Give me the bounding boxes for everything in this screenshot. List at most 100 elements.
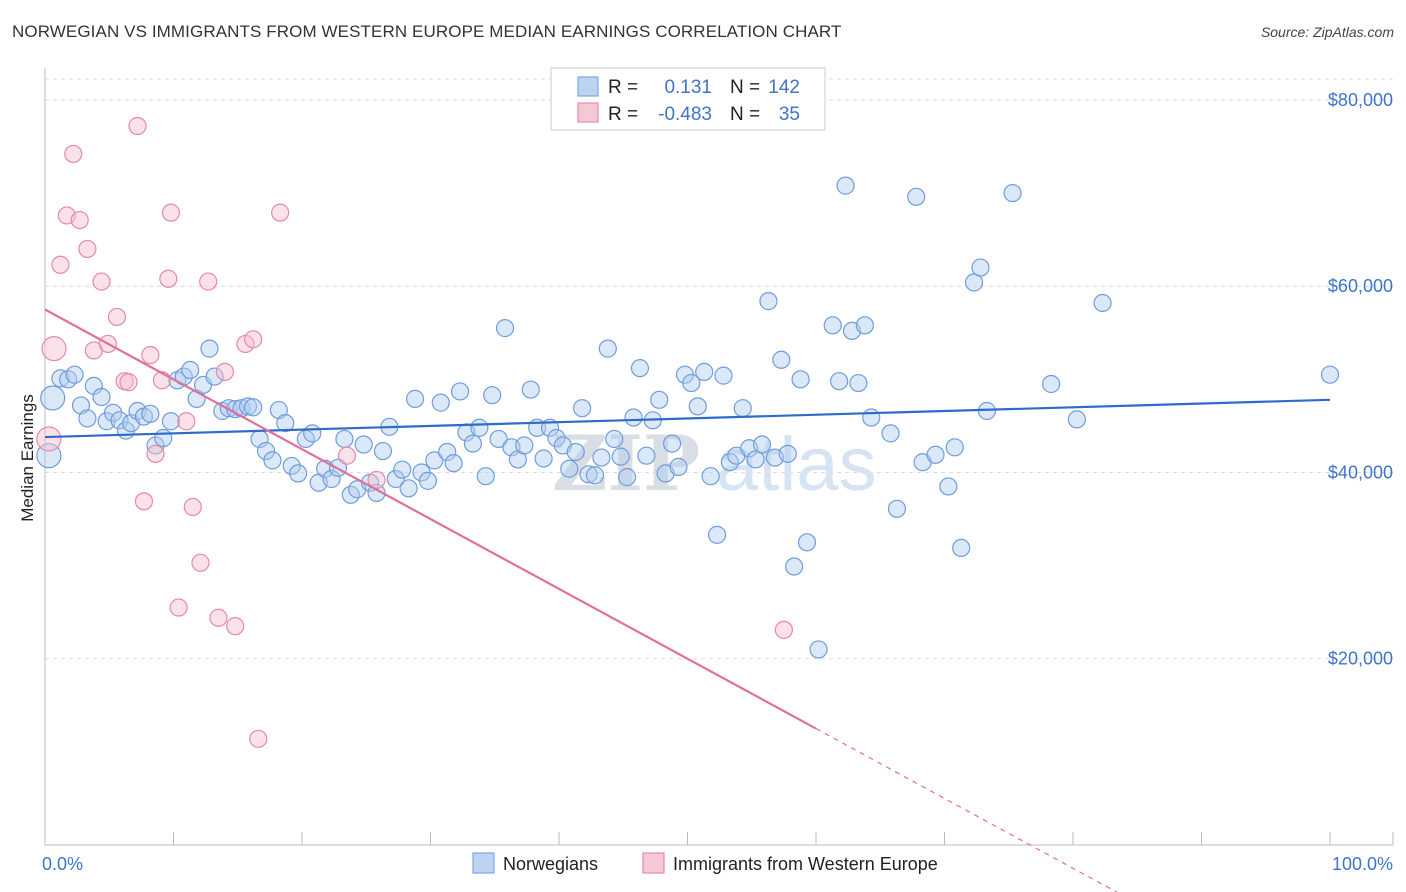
chart-title: NORWEGIAN VS IMMIGRANTS FROM WESTERN EUR… [12,22,842,41]
point-immigrants [244,330,263,349]
point-norwegians [630,359,650,378]
bottom-legend-label-norwegians: Norwegians [503,854,598,874]
point-norwegians [688,397,707,416]
point-norwegians [778,444,797,463]
point-norwegians [560,459,579,478]
point-norwegians [945,438,964,457]
point-norwegians [1042,374,1061,394]
point-norwegians [598,339,617,358]
point-immigrants [152,371,172,390]
point-immigrants [161,203,181,222]
legend-r-label-1: R = [608,77,638,98]
point-norwegians [772,350,791,369]
point-norwegians [926,445,945,464]
point-norwegians [399,479,418,498]
point-norwegians [154,428,173,448]
point-norwegians [104,403,123,422]
point-norwegians [354,435,373,454]
trend-line-norwegians [44,398,1331,439]
point-norwegians [393,460,412,479]
legend-swatch-norwegians [577,76,599,97]
legend-n-value-2: 35 [779,104,800,125]
correlation-legend: R = 0.131 N = 142 R = -0.483 N = 35 [550,67,826,131]
point-norwegians [418,471,438,490]
point-norwegians [444,454,463,473]
point-norwegians [386,469,405,489]
axes [44,68,1394,846]
point-norwegians [303,424,322,443]
point-immigrants [36,426,62,452]
y-tick-labels: $20,000 $40,000 $60,000 $80,000 [1328,90,1393,669]
point-norwegians [431,393,450,412]
point-norwegians [200,339,219,358]
point-norwegians [592,448,611,467]
point-norwegians [547,428,566,448]
point-norwegians [662,434,682,453]
point-norwegians [849,373,868,393]
point-norwegians [405,389,425,408]
point-norwegians [952,538,971,558]
point-norwegians [534,449,553,468]
x-tick-label-left: 0.0% [42,854,83,874]
legend-r-value-1: 0.131 [664,77,712,98]
x-tick-label-right: 100.0% [1332,854,1393,874]
point-norwegians [282,456,301,476]
bottom-legend-swatch-norwegians [472,852,495,874]
point-norwegians [836,176,855,195]
point-immigrants [177,412,196,431]
point-norwegians [470,418,489,437]
point-immigrants [146,444,165,463]
point-norwegians [92,387,111,407]
point-immigrants [226,617,245,636]
point-immigrants [249,729,268,748]
point-immigrants [51,255,70,274]
bottom-legend-label-immigrants: Immigrants from Western Europe [673,854,938,874]
point-norwegians [1067,410,1086,429]
point-norwegians [78,409,97,428]
point-norwegians [823,316,842,335]
point-norwegians [579,465,598,484]
point-immigrants [215,362,234,381]
legend-swatch-immigrants [577,102,599,123]
point-norwegians [367,483,386,503]
point-norwegians [425,451,444,470]
point-norwegians [566,442,585,462]
point-norwegians [476,467,495,486]
point-norwegians [373,441,393,461]
trend-lines [44,308,1331,892]
y-tick-label: $60,000 [1328,276,1393,296]
point-norwegians [205,367,224,386]
point-immigrants [191,553,210,572]
point-norwegians [256,441,276,461]
point-norwegians [161,412,181,431]
point-norwegians [797,533,817,552]
point-norwegians [714,366,733,385]
point-immigrants [92,272,111,291]
point-norwegians [335,429,354,449]
point-immigrants [169,598,188,617]
point-norwegians [907,187,926,206]
trend-line-immigrants [44,308,817,730]
point-norwegians [855,316,874,335]
point-immigrants [209,608,228,627]
point-norwegians [1320,365,1340,384]
point-immigrants [119,373,138,392]
legend-n-value-1: 142 [768,77,800,98]
point-immigrants [367,470,386,490]
point-norwegians [438,442,457,462]
point-norwegians [515,436,534,455]
point-norwegians [483,386,502,405]
point-norwegians [238,397,258,416]
point-norwegians [720,453,740,472]
point-immigrants [183,497,202,517]
point-norwegians [521,380,540,399]
point-norwegians [785,557,804,576]
point-norwegians [585,466,605,485]
point-norwegians [939,477,958,496]
point-norwegians [887,499,907,518]
point-norwegians [752,435,772,454]
point-norwegians [637,446,656,465]
point-norwegians [605,429,624,449]
source-label: Source: ZipAtlas.com [1260,24,1394,40]
